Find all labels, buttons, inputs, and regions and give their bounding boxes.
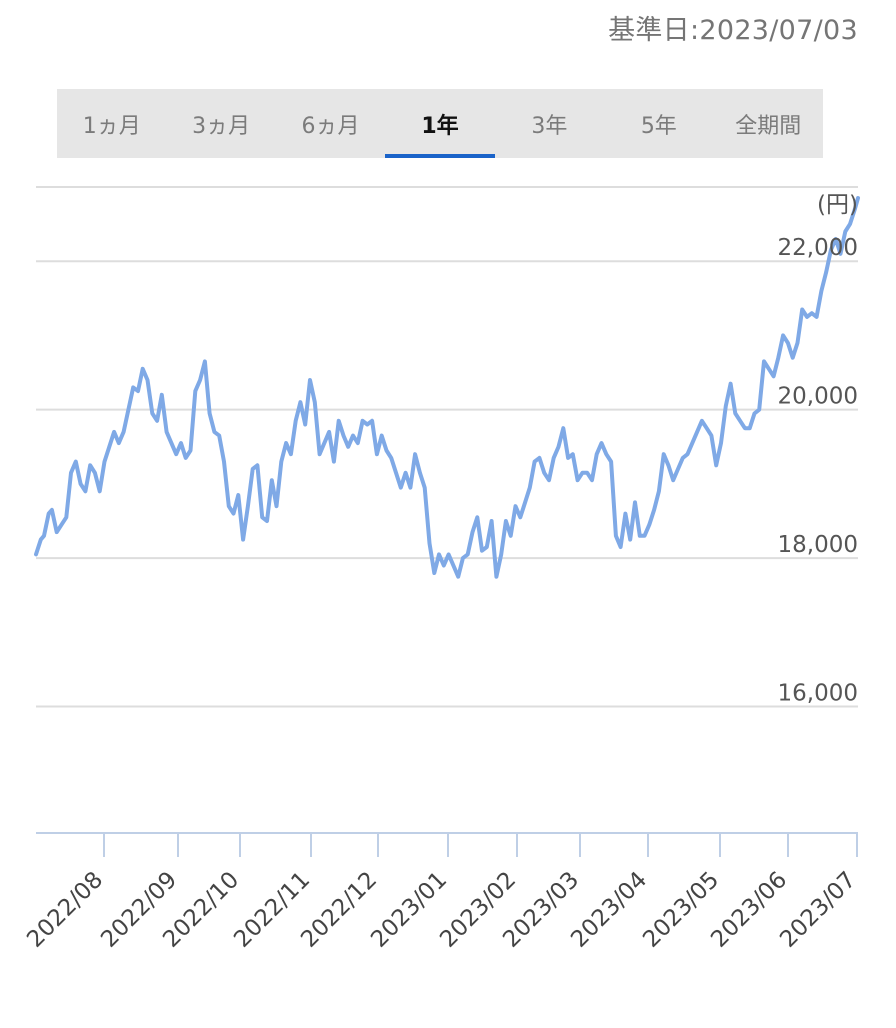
series-line-group (34, 196, 860, 579)
series-line (34, 196, 860, 579)
x-tick-label: 2023/07 (775, 867, 861, 953)
x-axis: 2022/082022/092022/102022/112022/122023/… (22, 832, 861, 953)
base-date: 基準日:2023/07/03 (608, 15, 858, 46)
tab-1-year[interactable]: 1年 (385, 89, 496, 158)
y-tick-label: 20,000 (778, 384, 858, 410)
tab-3-years[interactable]: 3年 (531, 113, 568, 139)
y-tick-label: 22,000 (778, 235, 858, 261)
x-tick-label: 2023/04 (566, 867, 652, 953)
tab-3-months[interactable]: 3ヵ月 (192, 113, 251, 139)
tab-1-month[interactable]: 1ヵ月 (82, 113, 141, 139)
price-chart-svg: 2022/082022/092022/102022/112022/122023/… (22, 186, 861, 953)
y-tick-label: 16,000 (778, 681, 858, 707)
tab-all-period[interactable]: 全期間 (735, 113, 802, 139)
tab-5-years[interactable]: 5年 (640, 113, 677, 139)
unit-label: (円) (817, 192, 858, 218)
y-axis-labels: 16,000 18,000 20,000 22,000 (778, 235, 858, 706)
y-tick-label: 18,000 (778, 532, 858, 558)
price-chart: 2022/08 2022/09 2022/10 2022/11 2022/12 2023/… (0, 170, 896, 1024)
x-tick-label: 2022/08 (22, 867, 108, 953)
grid-lines (36, 186, 858, 708)
period-tabs: 1ヵ月 3ヵ月 6ヵ月 1年 3年 5年 全期間 (57, 89, 823, 158)
tab-6-months[interactable]: 6ヵ月 (301, 113, 360, 139)
x-tick-label: 2023/01 (366, 867, 452, 953)
x-tick-label: 2023/06 (706, 867, 792, 953)
